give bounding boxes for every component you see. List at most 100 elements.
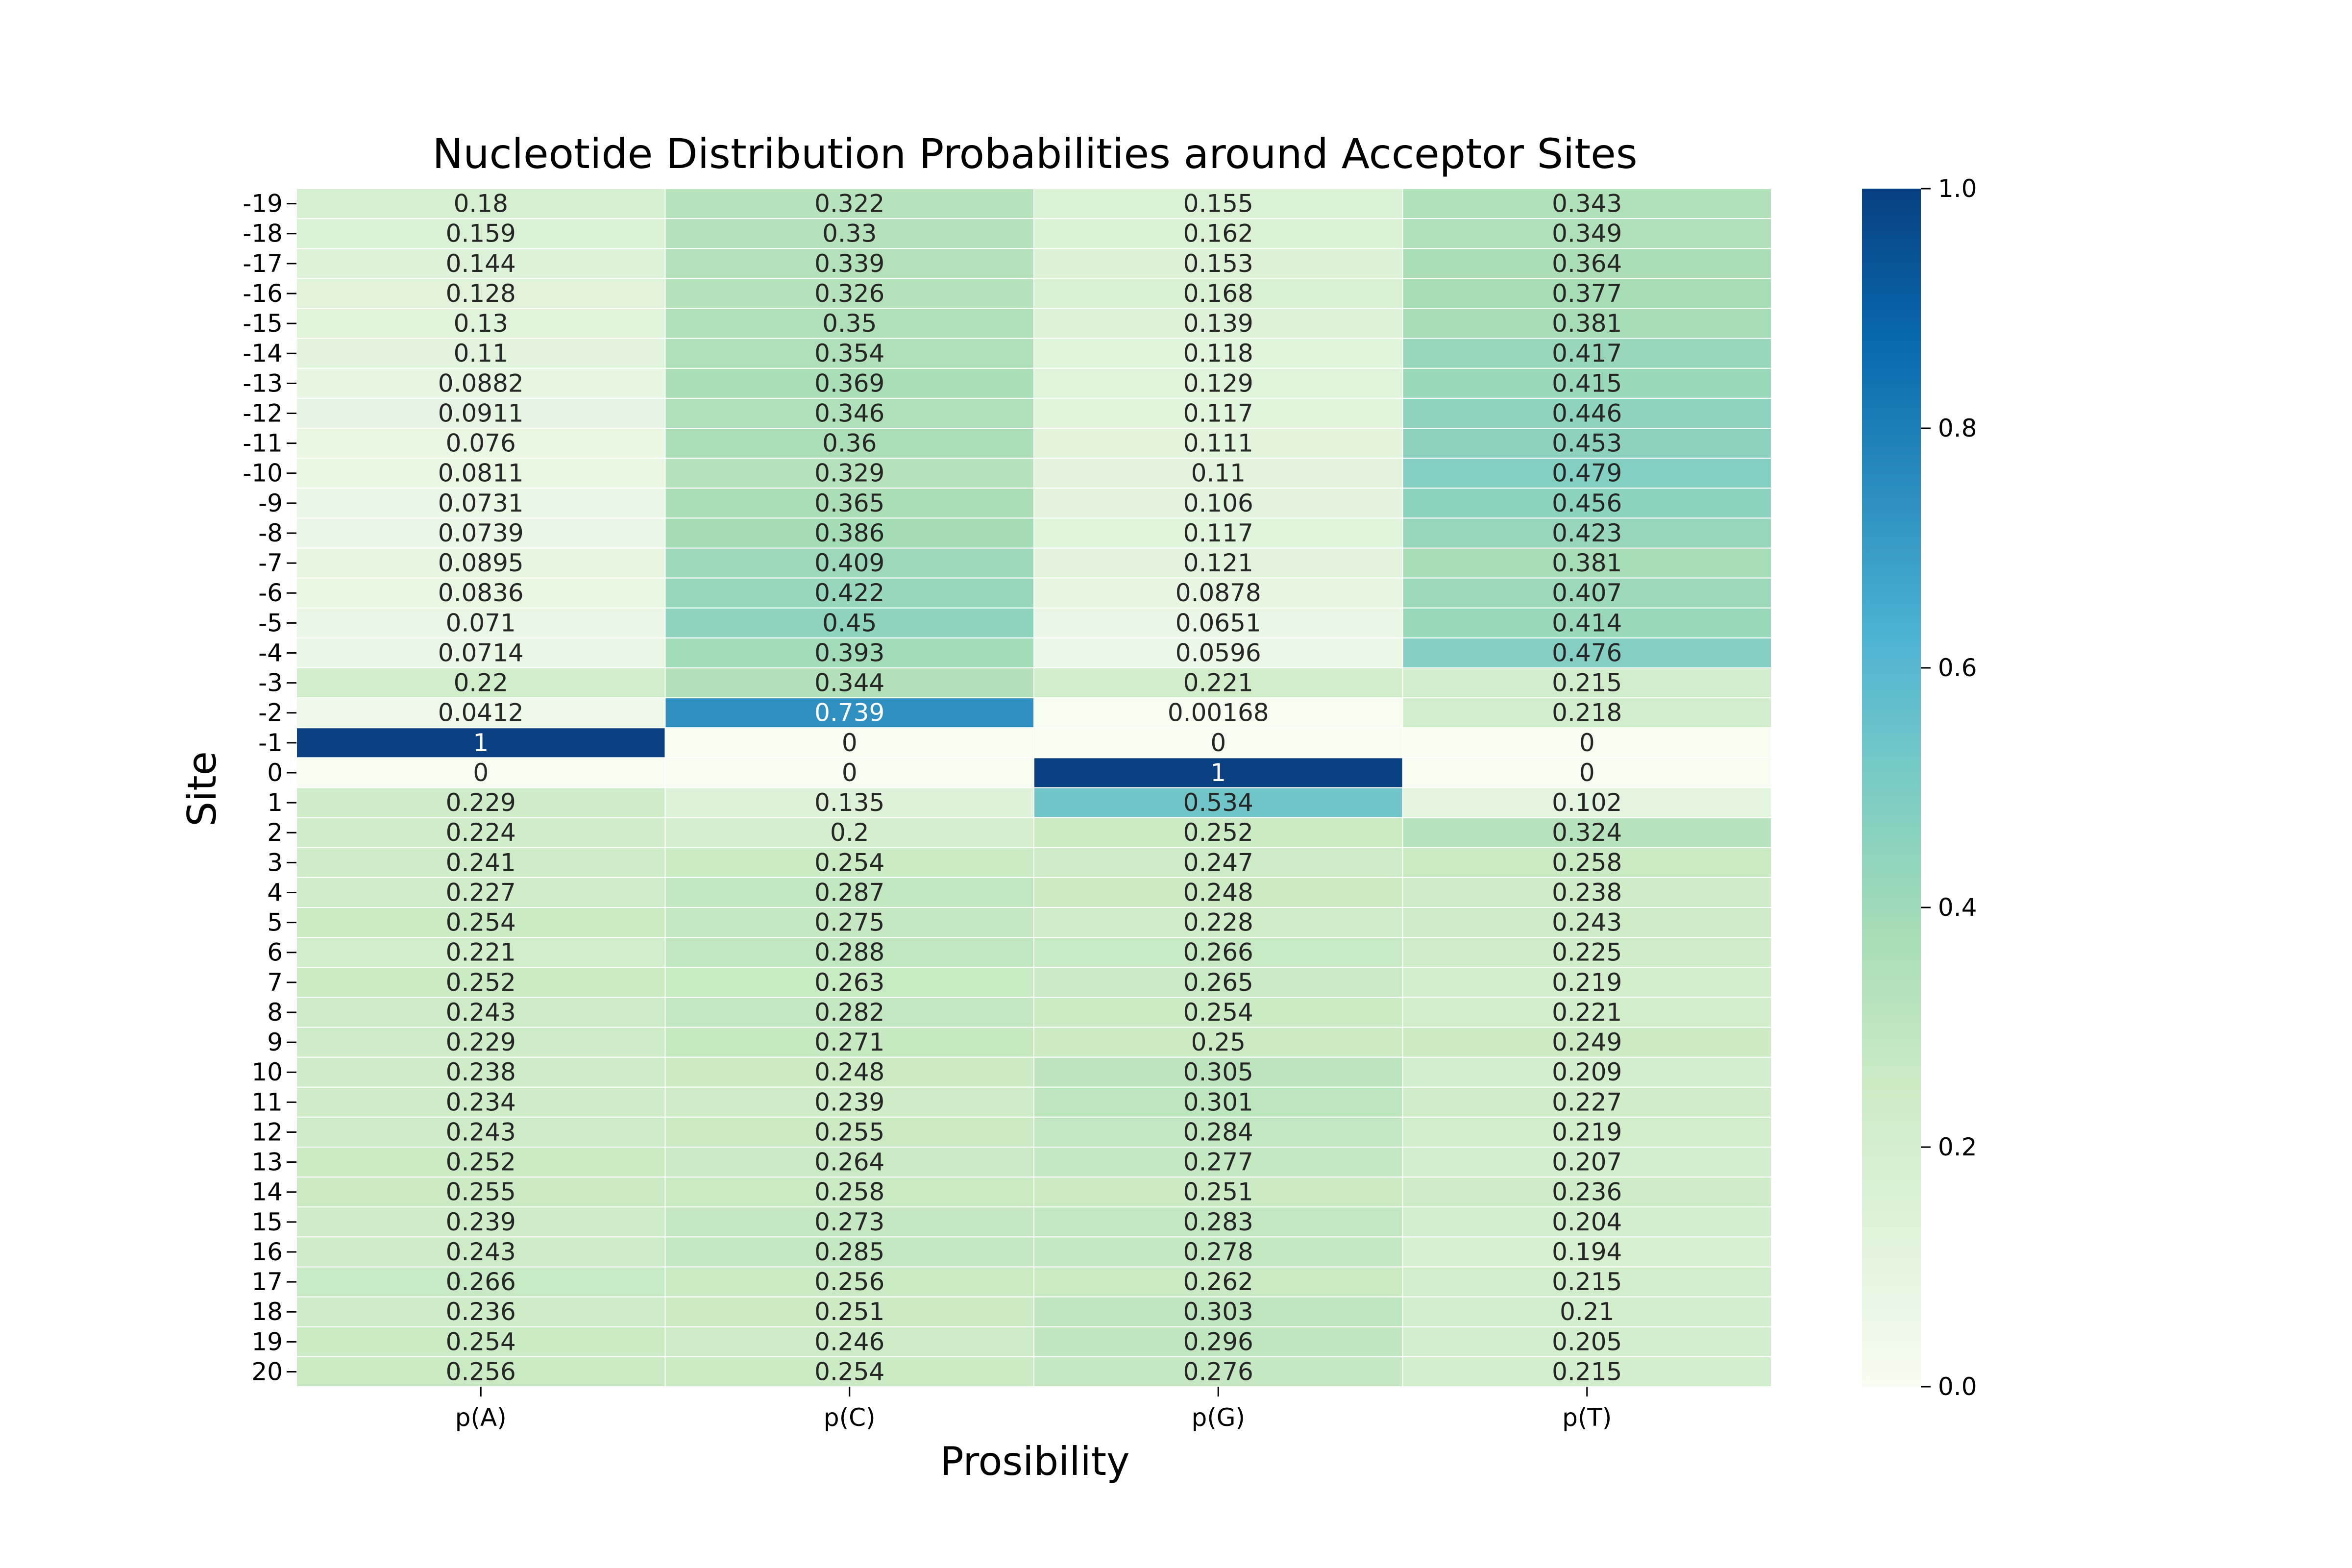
cell-value-label: 0.155 <box>1183 190 1253 218</box>
heatmap-cell <box>664 757 1034 788</box>
heatmap-cell <box>1402 877 1772 908</box>
cell-value-label: 0 <box>1579 729 1595 757</box>
heatmap-cell <box>296 1086 666 1118</box>
cell-value-label: 0.282 <box>814 998 884 1027</box>
cell-value-label: 0.393 <box>814 638 884 667</box>
colorbar-gradient <box>1862 189 1921 1387</box>
y-tick-label: -1 <box>258 729 283 757</box>
cell-value-label: 0.422 <box>814 579 884 607</box>
heatmap-cell <box>1402 517 1772 549</box>
cell-value-label: 0.248 <box>1183 878 1253 906</box>
heatmap-cell <box>296 517 666 549</box>
cell-value-label: 0.0811 <box>438 459 524 488</box>
y-tick-label: -9 <box>258 489 283 517</box>
heatmap-cell <box>1033 727 1403 759</box>
cell-value-label: 0.36 <box>822 429 877 458</box>
cell-value-label: 0.273 <box>814 1208 884 1236</box>
heatmap-cell <box>296 637 666 668</box>
cell-value-label: 0.0714 <box>438 638 524 667</box>
heatmap-cell <box>1033 547 1403 579</box>
y-tick-label: 11 <box>251 1088 283 1116</box>
y-tick-label: 20 <box>251 1357 283 1386</box>
cell-value-label: 0.234 <box>446 1088 516 1116</box>
cell-value-label: 0.369 <box>814 369 884 397</box>
cell-value-label: 0.365 <box>814 489 884 517</box>
heatmap-cell <box>1033 667 1403 699</box>
cell-value-label: 0.22 <box>454 669 508 697</box>
heatmap-cell <box>664 1296 1034 1327</box>
y-tick-label: 2 <box>267 818 283 847</box>
cell-value-label: 0.227 <box>446 878 516 906</box>
cell-value-label: 0.414 <box>1552 609 1622 637</box>
x-tick-label: p(A) <box>455 1403 507 1432</box>
heatmap-cell <box>296 1027 666 1058</box>
cell-value-label: 0.204 <box>1552 1208 1622 1236</box>
heatmap-cell <box>296 458 666 489</box>
heatmap-cell <box>1033 1116 1403 1148</box>
y-axis: -19-18-17-16-15-14-13-12-11-10-9-8-7-6-5… <box>243 190 296 1386</box>
cell-value-label: 0.276 <box>1183 1357 1253 1386</box>
cell-value-label: 0.229 <box>446 1028 516 1056</box>
x-tick-label: p(G) <box>1192 1403 1246 1432</box>
y-tick-label: 16 <box>251 1238 283 1266</box>
cell-value-label: 0.415 <box>1552 369 1622 397</box>
cell-value-label: 0.349 <box>1552 220 1622 248</box>
cell-value-label: 0.243 <box>446 1238 516 1266</box>
heatmap-cell <box>1402 458 1772 489</box>
cell-value-label: 0.0882 <box>438 369 524 397</box>
cell-value-label: 0.339 <box>814 249 884 278</box>
y-tick-label: -16 <box>243 279 283 308</box>
cell-value-label: 0.287 <box>814 878 884 906</box>
heatmap-cell <box>1402 997 1772 1028</box>
cell-value-label: 0.266 <box>446 1268 516 1296</box>
cell-value-label: 0.194 <box>1552 1238 1622 1266</box>
cell-value-label: 0.18 <box>454 190 508 218</box>
y-tick-label: 10 <box>251 1058 283 1086</box>
cell-value-label: 0.288 <box>814 938 884 967</box>
heatmap-cell <box>1402 308 1772 339</box>
cell-value-label: 0 <box>1579 759 1595 787</box>
y-tick-label: -8 <box>258 519 283 547</box>
cell-value-label: 0.239 <box>814 1088 884 1116</box>
cell-value-label: 0.278 <box>1183 1238 1253 1266</box>
cell-value-label: 0.301 <box>1183 1088 1253 1116</box>
y-tick-label: 15 <box>251 1208 283 1236</box>
cell-value-label: 0.409 <box>814 549 884 577</box>
heatmap-cell <box>1402 1296 1772 1327</box>
x-tick-label: p(T) <box>1562 1403 1612 1432</box>
heatmap-cell <box>1402 1236 1772 1268</box>
cell-value-label: 0.225 <box>1552 938 1622 967</box>
heatmap-cell <box>296 817 666 848</box>
cell-value-label: 0.364 <box>1552 249 1622 278</box>
cell-value-label: 0.118 <box>1183 339 1253 368</box>
heatmap-cell <box>664 248 1034 279</box>
heatmap-cell <box>1402 1147 1772 1178</box>
heatmap-cell <box>664 1266 1034 1298</box>
cell-value-label: 0.243 <box>446 998 516 1027</box>
colorbar-tick-label: 0.0 <box>1938 1372 1977 1401</box>
heatmap-cell <box>296 1296 666 1327</box>
cell-value-label: 0.251 <box>1183 1178 1253 1206</box>
cell-value-label: 0.247 <box>1183 848 1253 877</box>
cell-value-label: 0.215 <box>1552 1268 1622 1296</box>
cell-value-label: 0.219 <box>1552 1118 1622 1146</box>
cell-value-label: 0 <box>1210 729 1226 757</box>
heatmap-cell <box>664 1116 1034 1148</box>
heatmap-cell <box>664 1056 1034 1088</box>
heatmap-cell <box>1402 937 1772 968</box>
heatmap-cell <box>1033 368 1403 399</box>
cell-value-label: 0.271 <box>814 1028 884 1056</box>
cell-value-label: 0.377 <box>1552 279 1622 308</box>
heatmap-cell <box>1033 817 1403 848</box>
cell-value-label: 0.283 <box>1183 1208 1253 1236</box>
heatmap-cell <box>1402 1356 1772 1387</box>
cell-value-label: 0.243 <box>1552 908 1622 937</box>
x-axis-label: Prosibility <box>940 1439 1130 1484</box>
y-tick-label: 4 <box>267 878 283 906</box>
cell-value-label: 0.11 <box>1191 459 1246 488</box>
heatmap-cell <box>296 1266 666 1298</box>
cell-value-label: 0.0895 <box>438 549 524 577</box>
heatmap-cell <box>1402 667 1772 699</box>
heatmap-cell <box>1033 1027 1403 1058</box>
cell-value-label: 0.479 <box>1552 459 1622 488</box>
